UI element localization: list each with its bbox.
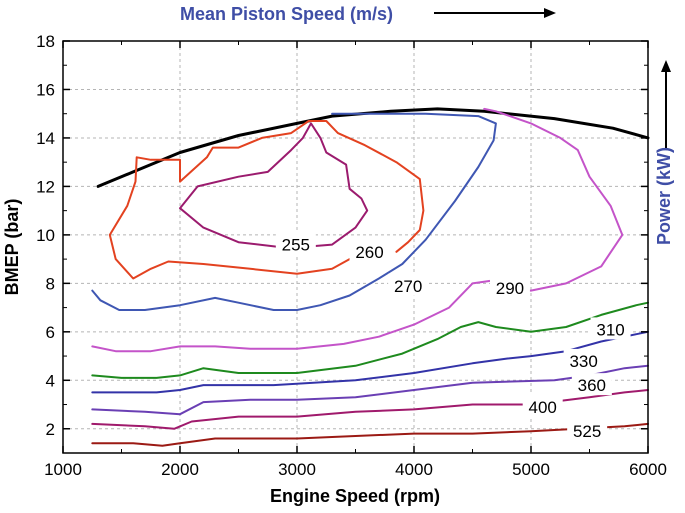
x-tick-label: 6000 — [629, 460, 667, 479]
bsfc-360-label-bg — [571, 373, 612, 396]
bsfc-330-label: 330 — [569, 352, 597, 371]
y-tick-label: 4 — [46, 371, 55, 390]
bsfc-400-label: 400 — [529, 398, 557, 417]
bsfc-270-label: 270 — [394, 277, 422, 296]
x-tick-label: 2000 — [161, 460, 199, 479]
bsfc-330-label-bg — [563, 348, 604, 371]
y2-arrow-head — [661, 60, 671, 72]
bsfc-310-label: 310 — [596, 320, 624, 339]
bsfc-290-label-bg — [489, 276, 530, 299]
y-tick-label: 12 — [36, 177, 55, 196]
y-axis-title: BMEP (bar) — [2, 199, 22, 296]
bsfc-255-line — [179, 122, 369, 248]
x-axis-title: Engine Speed (rpm) — [270, 486, 440, 506]
y-tick-label: 14 — [36, 129, 55, 148]
bsfc-400-label-bg — [522, 394, 563, 417]
bsfc-290-line — [91, 107, 624, 353]
bsfc-260-label: 260 — [355, 243, 383, 262]
chart-title: Mean Piston Speed (m/s) — [180, 4, 393, 24]
bsfc-290-label: 290 — [496, 279, 524, 298]
bsfc-310-label-bg — [590, 317, 631, 340]
bsfc-330-line — [91, 330, 649, 394]
x-tick-label: 4000 — [395, 460, 433, 479]
y-tick-label: 6 — [46, 323, 55, 342]
bsfc-525-label: 525 — [573, 422, 601, 441]
bsfc-525-label-bg — [567, 419, 608, 442]
x-tick-label: 1000 — [44, 460, 82, 479]
bsfc-270-label-bg — [388, 273, 429, 296]
bsfc-255-label-bg — [275, 232, 316, 255]
bsfc-260-line — [108, 120, 425, 280]
y2-axis-title: Power (kW) — [654, 147, 674, 245]
y-tick-label: 8 — [46, 274, 55, 293]
y-tick-label: 16 — [36, 80, 55, 99]
x-tick-label: 3000 — [278, 460, 316, 479]
bsfc-400-line — [91, 389, 649, 430]
bsfc-360-label: 360 — [578, 376, 606, 395]
title-arrow-head — [544, 8, 556, 18]
axis-ticks: 1000 2000 3000 4000 5000 6000 2 4 6 8 10 12 14 16 18 — [36, 32, 667, 479]
bsfc-260-label-bg — [349, 239, 390, 262]
bsfc-310-line — [91, 301, 649, 379]
y-tick-label: 2 — [46, 420, 55, 439]
y-tick-label: 10 — [36, 226, 55, 245]
contour-lines — [91, 107, 650, 447]
bsfc-270-line — [91, 112, 497, 311]
x-tick-label: 5000 — [512, 460, 550, 479]
contour-labels: 255 260 270 290 310 330 360 400 525 — [275, 232, 631, 442]
y-tick-label: 18 — [36, 32, 55, 51]
bsfc-255-label: 255 — [282, 236, 310, 255]
